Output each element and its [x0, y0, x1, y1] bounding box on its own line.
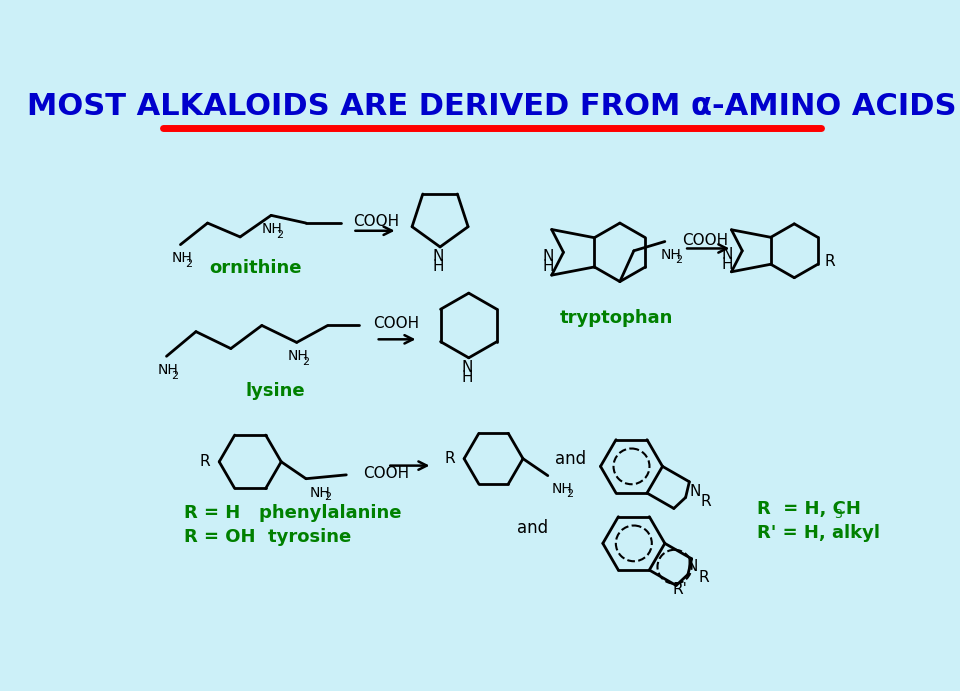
Text: NH: NH: [262, 223, 282, 236]
Text: ornithine: ornithine: [209, 258, 301, 276]
Text: NH: NH: [171, 252, 192, 265]
Text: H: H: [462, 370, 473, 386]
Text: COOH: COOH: [682, 232, 729, 247]
Text: N: N: [721, 247, 732, 262]
Text: NH: NH: [287, 349, 308, 363]
Text: N: N: [433, 249, 444, 265]
Text: R' = H, alkyl: R' = H, alkyl: [757, 524, 880, 542]
Text: 2: 2: [301, 357, 309, 367]
Text: 2: 2: [566, 489, 573, 499]
Text: R: R: [444, 451, 455, 466]
Text: and: and: [516, 519, 548, 537]
Text: 2: 2: [172, 370, 179, 381]
Text: R': R': [673, 583, 687, 597]
Text: N: N: [689, 484, 701, 499]
Text: and: and: [556, 450, 587, 468]
Text: R: R: [200, 454, 210, 469]
Text: MOST ALKALOIDS ARE DERIVED FROM α-AMINO ACIDS: MOST ALKALOIDS ARE DERIVED FROM α-AMINO …: [27, 91, 957, 120]
Text: 2: 2: [675, 255, 683, 265]
Text: COOH: COOH: [352, 214, 398, 229]
Text: COOH: COOH: [372, 316, 419, 332]
Text: R  = H, CH: R = H, CH: [757, 500, 861, 518]
Text: R: R: [824, 254, 834, 269]
Text: 2: 2: [185, 259, 193, 269]
Text: 3: 3: [834, 508, 843, 520]
Text: H: H: [721, 257, 732, 272]
Text: H: H: [542, 258, 554, 274]
Text: H: H: [433, 259, 444, 274]
Text: N: N: [462, 360, 473, 375]
Text: R: R: [701, 494, 711, 509]
Text: N: N: [542, 249, 554, 264]
Text: NH: NH: [310, 486, 330, 500]
Text: lysine: lysine: [245, 382, 305, 400]
Text: NH: NH: [660, 248, 682, 263]
Text: NH: NH: [552, 482, 572, 496]
Text: COOH: COOH: [364, 466, 410, 481]
Text: NH: NH: [157, 363, 178, 377]
Text: tryptophan: tryptophan: [560, 309, 673, 327]
Text: 2: 2: [324, 492, 331, 502]
Text: R = OH  tyrosine: R = OH tyrosine: [183, 528, 350, 546]
Text: R = H   phenylalanine: R = H phenylalanine: [183, 504, 401, 522]
Text: R: R: [698, 570, 708, 585]
Text: N: N: [686, 559, 698, 574]
Text: 2: 2: [276, 229, 283, 240]
